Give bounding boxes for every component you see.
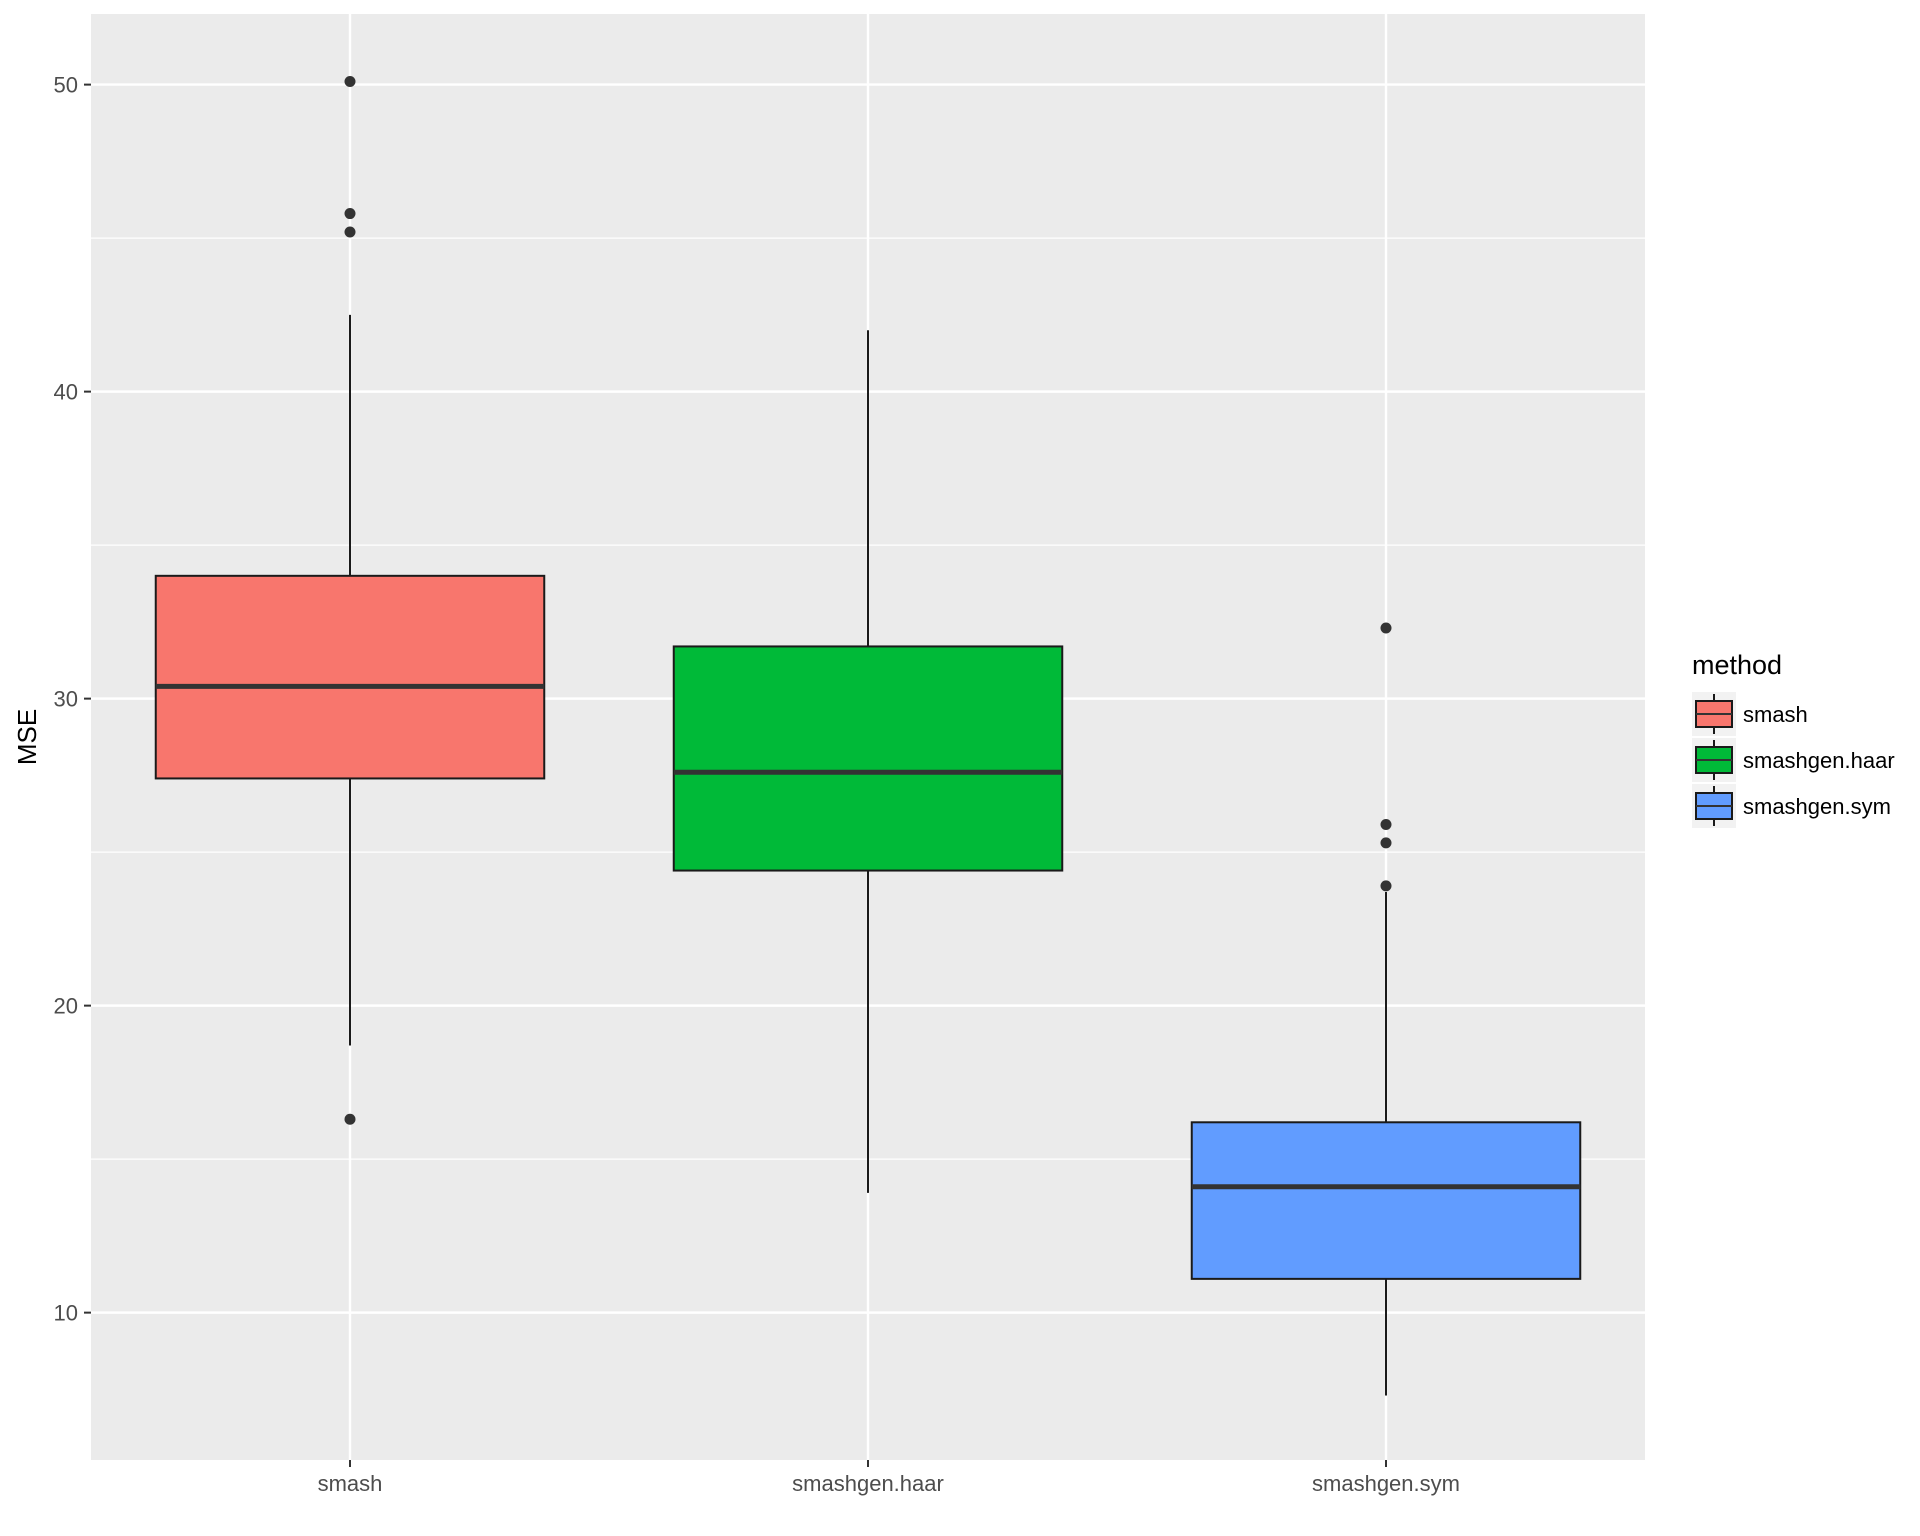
outlier-point <box>1380 622 1392 634</box>
box-smashgen.haar <box>672 330 1064 1193</box>
y-tick-label: 50 <box>54 73 78 98</box>
legend: method smash smashgen.haar smashgen.sym <box>1692 650 1895 828</box>
outlier-point <box>1380 837 1392 849</box>
y-axis-label: MSE <box>12 709 42 765</box>
outlier-point <box>344 208 356 220</box>
outlier-point <box>1380 880 1392 892</box>
legend-key-smashgen.sym: smashgen.sym <box>1692 784 1891 828</box>
box-body <box>1190 1121 1582 1280</box>
legend-title: method <box>1692 650 1782 680</box>
legend-key-smash: smash <box>1692 692 1808 736</box>
y-tick-label: 20 <box>54 994 78 1019</box>
legend-label: smashgen.sym <box>1743 794 1891 819</box>
outlier-point <box>344 1113 356 1125</box>
x-tick-label: smashgen.sym <box>1312 1471 1460 1496</box>
legend-label: smashgen.haar <box>1743 748 1895 773</box>
x-axis-ticks: smash smashgen.haar smashgen.sym <box>318 1460 1460 1496</box>
outlier-point <box>1380 818 1392 830</box>
y-tick-label: 40 <box>54 380 78 405</box>
outlier-point <box>344 226 356 238</box>
y-tick-label: 30 <box>54 687 78 712</box>
legend-key-smashgen.haar: smashgen.haar <box>1692 738 1895 782</box>
box-smash <box>154 76 546 1125</box>
legend-label: smash <box>1743 702 1808 727</box>
x-tick-label: smashgen.haar <box>792 1471 944 1496</box>
x-tick-label: smash <box>318 1471 383 1496</box>
box-body <box>672 645 1064 872</box>
boxes <box>154 76 1582 1396</box>
box-body <box>154 574 546 780</box>
outlier-point <box>344 76 356 88</box>
legend-keys: smash smashgen.haar smashgen.sym <box>1692 692 1895 828</box>
y-axis-ticks: 10 20 30 40 50 <box>54 73 91 1326</box>
y-tick-label: 10 <box>54 1301 78 1326</box>
box-smashgen.sym <box>1190 622 1582 1396</box>
